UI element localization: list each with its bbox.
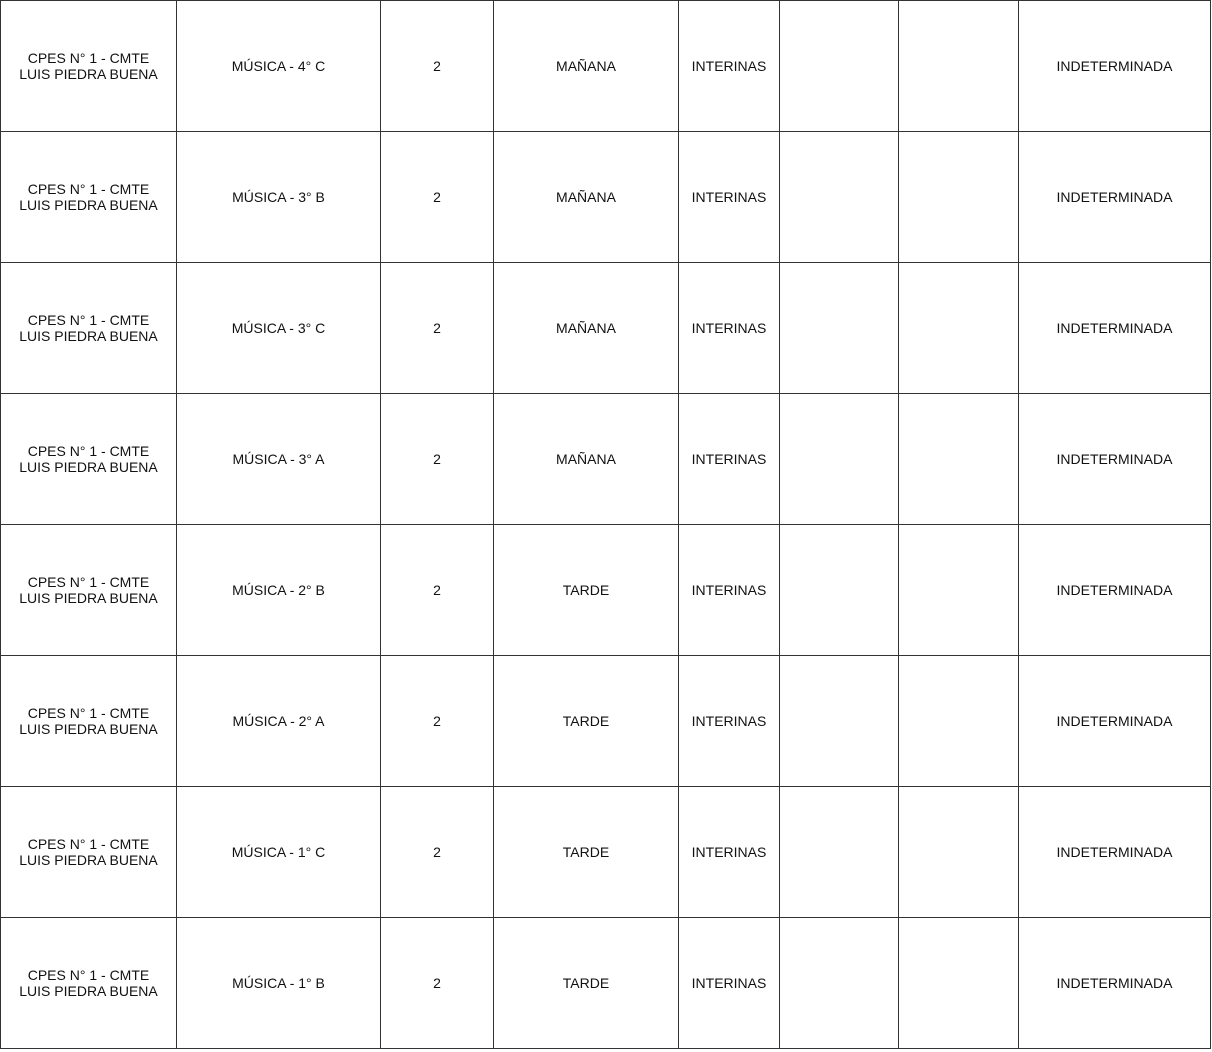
duration-cell: INDETERMINADA xyxy=(1018,786,1211,918)
subject-cell: MÚSICA - 3° C xyxy=(176,262,381,394)
duration-cell: INDETERMINADA xyxy=(1018,655,1211,787)
empty-cell-2 xyxy=(898,262,1019,394)
position-type-cell: INTERINAS xyxy=(678,393,780,525)
school-cell: CPES N° 1 - CMTE LUIS PIEDRA BUENA xyxy=(0,655,177,787)
school-cell: CPES N° 1 - CMTE LUIS PIEDRA BUENA xyxy=(0,0,177,132)
table-row: CPES N° 1 - CMTE LUIS PIEDRA BUENA MÚSICA… xyxy=(0,131,1211,263)
position-type-cell: INTERINAS xyxy=(678,262,780,394)
subject-cell: MÚSICA - 3° A xyxy=(176,393,381,525)
position-type-cell: INTERINAS xyxy=(678,0,780,132)
table-row: CPES N° 1 - CMTE LUIS PIEDRA BUENA MÚSICA… xyxy=(0,655,1211,787)
school-cell: CPES N° 1 - CMTE LUIS PIEDRA BUENA xyxy=(0,131,177,263)
duration-cell: INDETERMINADA xyxy=(1018,524,1211,656)
subject-cell: MÚSICA - 3° B xyxy=(176,131,381,263)
empty-cell-2 xyxy=(898,0,1019,132)
empty-cell-2 xyxy=(898,655,1019,787)
shift-cell: TARDE xyxy=(493,786,679,918)
empty-cell-1 xyxy=(779,786,899,918)
shift-cell: MAÑANA xyxy=(493,0,679,132)
table-row: CPES N° 1 - CMTE LUIS PIEDRA BUENA MÚSICA… xyxy=(0,786,1211,918)
empty-cell-1 xyxy=(779,655,899,787)
duration-cell: INDETERMINADA xyxy=(1018,393,1211,525)
subject-cell: MÚSICA - 1° C xyxy=(176,786,381,918)
duration-cell: INDETERMINADA xyxy=(1018,131,1211,263)
shift-cell: TARDE xyxy=(493,655,679,787)
empty-cell-2 xyxy=(898,917,1019,1049)
hours-cell: 2 xyxy=(380,262,494,394)
position-type-cell: INTERINAS xyxy=(678,131,780,263)
hours-cell: 2 xyxy=(380,524,494,656)
duration-cell: INDETERMINADA xyxy=(1018,0,1211,132)
school-cell: CPES N° 1 - CMTE LUIS PIEDRA BUENA xyxy=(0,917,177,1049)
subject-cell: MÚSICA - 2° A xyxy=(176,655,381,787)
empty-cell-1 xyxy=(779,262,899,394)
table-row: CPES N° 1 - CMTE LUIS PIEDRA BUENA MÚSICA… xyxy=(0,393,1211,525)
school-cell: CPES N° 1 - CMTE LUIS PIEDRA BUENA xyxy=(0,524,177,656)
shift-cell: TARDE xyxy=(493,917,679,1049)
hours-cell: 2 xyxy=(380,393,494,525)
shift-cell: MAÑANA xyxy=(493,393,679,525)
table-row: CPES N° 1 - CMTE LUIS PIEDRA BUENA MÚSICA… xyxy=(0,524,1211,656)
empty-cell-2 xyxy=(898,131,1019,263)
empty-cell-2 xyxy=(898,393,1019,525)
position-type-cell: INTERINAS xyxy=(678,524,780,656)
empty-cell-1 xyxy=(779,131,899,263)
subject-cell: MÚSICA - 2° B xyxy=(176,524,381,656)
school-cell: CPES N° 1 - CMTE LUIS PIEDRA BUENA xyxy=(0,786,177,918)
school-cell: CPES N° 1 - CMTE LUIS PIEDRA BUENA xyxy=(0,262,177,394)
empty-cell-1 xyxy=(779,917,899,1049)
duration-cell: INDETERMINADA xyxy=(1018,917,1211,1049)
subject-cell: MÚSICA - 4° C xyxy=(176,0,381,132)
hours-cell: 2 xyxy=(380,917,494,1049)
empty-cell-2 xyxy=(898,786,1019,918)
empty-cell-1 xyxy=(779,393,899,525)
hours-cell: 2 xyxy=(380,786,494,918)
shift-cell: MAÑANA xyxy=(493,262,679,394)
school-cell: CPES N° 1 - CMTE LUIS PIEDRA BUENA xyxy=(0,393,177,525)
position-type-cell: INTERINAS xyxy=(678,655,780,787)
position-type-cell: INTERINAS xyxy=(678,786,780,918)
shift-cell: MAÑANA xyxy=(493,131,679,263)
duration-cell: INDETERMINADA xyxy=(1018,262,1211,394)
table-row: CPES N° 1 - CMTE LUIS PIEDRA BUENA MÚSICA… xyxy=(0,917,1211,1049)
subject-cell: MÚSICA - 1° B xyxy=(176,917,381,1049)
empty-cell-2 xyxy=(898,524,1019,656)
table-row: CPES N° 1 - CMTE LUIS PIEDRA BUENA MÚSICA… xyxy=(0,262,1211,394)
position-type-cell: INTERINAS xyxy=(678,917,780,1049)
table-row: CPES N° 1 - CMTE LUIS PIEDRA BUENA MÚSICA… xyxy=(0,0,1211,132)
shift-cell: TARDE xyxy=(493,524,679,656)
hours-cell: 2 xyxy=(380,655,494,787)
empty-cell-1 xyxy=(779,524,899,656)
hours-cell: 2 xyxy=(380,131,494,263)
hours-cell: 2 xyxy=(380,0,494,132)
empty-cell-1 xyxy=(779,0,899,132)
